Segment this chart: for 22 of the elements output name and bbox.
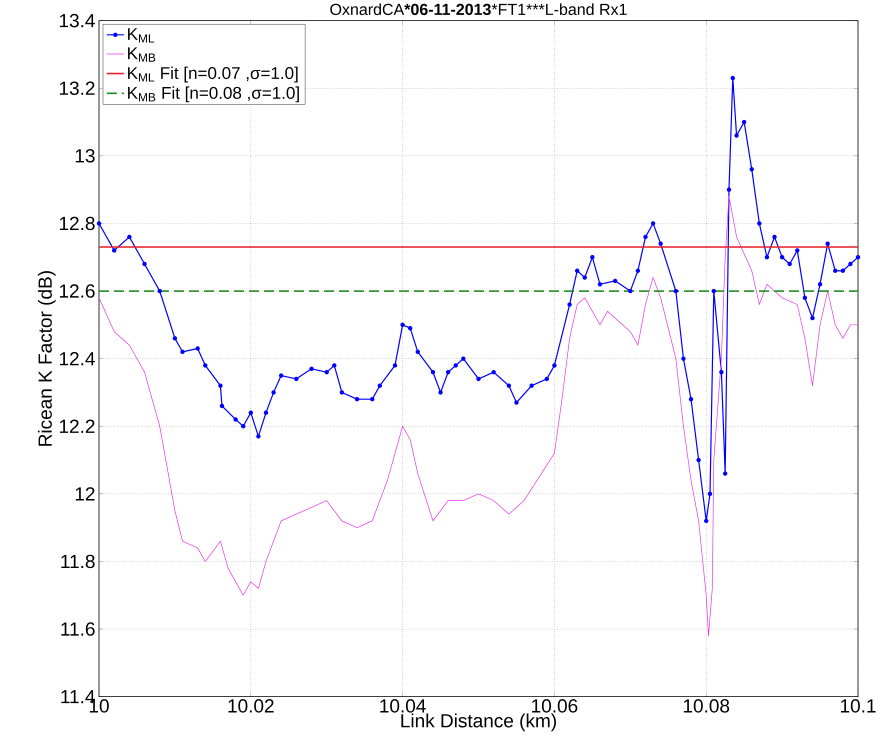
x-tick-label: 10.02 (228, 699, 274, 713)
y-tick-label: 11.6 (61, 622, 95, 636)
legend-label: K$_{MB}$ (128, 48, 156, 62)
y-tick-label: 11.8 (61, 554, 95, 568)
legend-label: K$_{ML}$ (128, 28, 154, 43)
y-tick-label: 12.2 (60, 420, 95, 434)
y-tick-label: 12.8 (60, 216, 95, 230)
legend-label: K$_{MB}$ Fit [n=0.08 ,σ=1.0] (128, 86, 299, 102)
y-tick-label: 13.4 (60, 14, 95, 28)
y-tick-label: 12 (76, 487, 95, 501)
x-tick-label: 10.04 (380, 699, 426, 713)
chart-title: OxnardCA*06-11-2013*FT1***L-band Rx1 (330, 4, 627, 16)
x-tick-label: 10.06 (532, 699, 578, 713)
x-tick-label: 10.08 (684, 699, 730, 713)
x-axis-title: Link Distance (km) (401, 714, 556, 732)
y-tick-label: 13 (76, 149, 95, 163)
y-tick-label: 13.2 (60, 82, 95, 96)
legend-label: K$_{ML}$ Fit [n=0.07 ,σ=1.0] (128, 66, 298, 83)
y-axis-title: Ricean K Factor (dB) (38, 271, 56, 446)
y-tick-label: 12.4 (60, 352, 95, 366)
y-tick-label: 12.6 (60, 284, 95, 298)
x-tick-label: 10.1 (840, 699, 876, 713)
